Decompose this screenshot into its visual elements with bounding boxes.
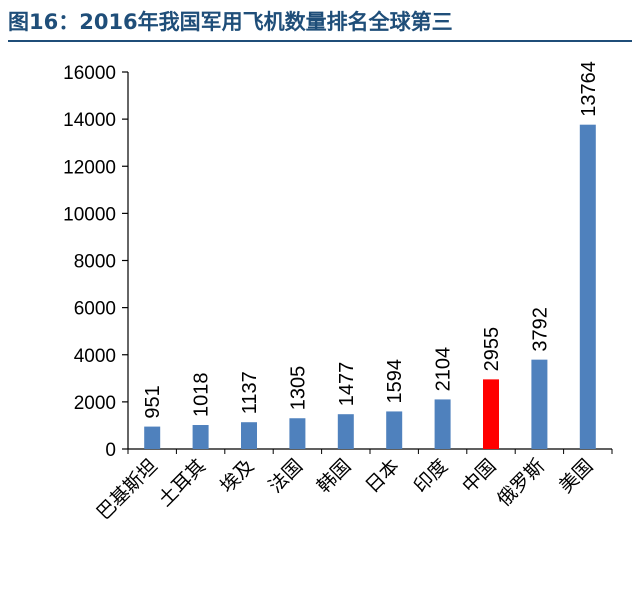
bar <box>483 379 499 449</box>
x-category-label: 印度 <box>410 455 452 497</box>
data-label: 1477 <box>336 362 358 407</box>
data-label: 1137 <box>239 371 261 414</box>
y-tick-label: 12000 <box>63 157 116 178</box>
bar <box>289 418 306 449</box>
bar <box>386 411 403 449</box>
bar <box>531 359 548 449</box>
x-category-label: 中国 <box>458 455 500 497</box>
bar <box>579 124 596 449</box>
y-tick-label: 10000 <box>63 204 116 225</box>
y-tick-label: 2000 <box>74 393 116 414</box>
data-label: 1018 <box>191 373 213 418</box>
y-tick-label: 6000 <box>74 299 116 320</box>
x-category-label: 巴基斯坦 <box>92 455 161 524</box>
data-label: 3792 <box>529 307 551 352</box>
data-label: 13764 <box>578 61 600 117</box>
y-tick-label: 0 <box>105 440 116 461</box>
x-category-label: 韩国 <box>313 455 355 497</box>
data-label: 2955 <box>481 327 503 372</box>
bar <box>192 425 209 449</box>
bar <box>434 399 451 449</box>
x-category-label: 俄罗斯 <box>493 455 549 511</box>
data-label: 1594 <box>384 359 406 404</box>
data-label: 951 <box>142 385 164 418</box>
bar <box>144 426 161 449</box>
x-category-label: 美国 <box>555 455 597 497</box>
y-tick-label: 8000 <box>74 252 116 273</box>
chart-bars <box>144 124 596 449</box>
bar <box>337 414 354 449</box>
data-label: 2104 <box>433 347 455 392</box>
x-category-label: 埃及 <box>216 455 258 497</box>
y-tick-label: 4000 <box>74 346 116 367</box>
figure-title: 图16：2016年我国军用飞机数量排名全球第三 <box>8 10 453 34</box>
x-category-label: 土耳其 <box>154 455 210 511</box>
x-category-label: 日本 <box>361 455 403 497</box>
y-tick-label: 16000 <box>63 63 116 84</box>
x-category-label: 法国 <box>264 455 306 497</box>
title-divider <box>8 40 632 42</box>
data-label: 1305 <box>287 366 309 411</box>
chart-labels: 951 巴基斯坦 1018 土耳其 1137 埃及 1305 法国 1477 韩国 1594 日本 21… <box>92 61 599 524</box>
y-tick-label: 14000 <box>63 110 116 131</box>
chart-axes: 0 2000 4000 6000 8000 10000 12000 14000 16000 <box>63 63 613 461</box>
bar <box>241 422 257 449</box>
